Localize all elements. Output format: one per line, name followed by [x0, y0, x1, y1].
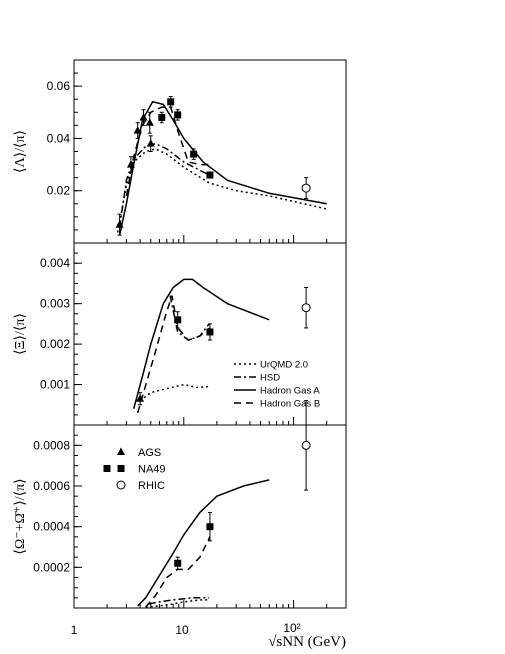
- legend-line-label: UrQMD 2.0: [260, 360, 308, 371]
- x-axis-label: √sNN (GeV): [268, 634, 346, 650]
- y-tick-label: 0.0002: [33, 560, 70, 574]
- point-ags: [115, 220, 124, 228]
- point-na49: [206, 523, 214, 531]
- y-axis-label: ⟨Ω⁻+Ω̄⁺⟩/⟨π⟩: [13, 478, 28, 554]
- panel-frame: [73, 59, 347, 244]
- y-tick-label: 0.06: [47, 79, 71, 93]
- point-na49: [206, 328, 214, 336]
- point-rhic: [301, 303, 311, 313]
- panel-3: 0.0002 0.0004 0.0006 0.0008 ⟨Ω⁻+Ω̄⁺⟩/⟨π⟩: [13, 400, 347, 609]
- curve-hadron-gas-a: [118, 100, 327, 236]
- legend-marker: [117, 465, 125, 472]
- y-tick-label: 0.0008: [33, 438, 70, 452]
- legend-line-label: Hadron Gas A: [260, 386, 320, 397]
- curve-hadron-gas-b: [125, 106, 210, 197]
- legend-line-label: HSD: [260, 373, 280, 384]
- point-na49: [174, 111, 182, 119]
- legend-markers: AGS NA49 RHIC: [103, 447, 166, 492]
- point-na49: [167, 98, 175, 106]
- point-na49: [206, 171, 214, 179]
- y-tick-label: 0.001: [40, 378, 70, 392]
- curve-hadron-gas-a: [137, 479, 270, 607]
- point-ags: [136, 394, 145, 402]
- curve-hsd: [148, 597, 210, 605]
- point-ags: [139, 113, 148, 121]
- point-na49: [158, 114, 166, 122]
- y-tick-label: 0.002: [40, 337, 70, 351]
- curve-urqmd-2-0: [116, 148, 327, 233]
- curve-hadron-gas-b: [136, 295, 211, 414]
- panels: 0.02 0.04 0.06 ⟨Λ⟩/⟨π⟩ 0.001 0.002 0.003 0.004 ⟨…: [13, 59, 347, 609]
- x-axis: 1 10 10² √sNN (GeV): [71, 621, 346, 650]
- curve-urqmd-2-0: [145, 599, 210, 608]
- y-tick-label: 0.0004: [33, 520, 70, 534]
- x-tick-100: 10²: [283, 621, 300, 635]
- panel-2: 0.001 0.002 0.003 0.004 ⟨Ξ⟩/⟨π⟩: [13, 242, 347, 426]
- legend-marker: [103, 465, 111, 472]
- y-axis-label: ⟨Ξ⟩/⟨π⟩: [13, 313, 28, 355]
- y-tick-label: 0.003: [40, 297, 70, 311]
- point-ags: [133, 126, 142, 134]
- point-rhic: [301, 183, 311, 193]
- y-tick-label: 0.0006: [33, 479, 70, 493]
- panel-1: 0.02 0.04 0.06 ⟨Λ⟩/⟨π⟩: [13, 59, 347, 244]
- curve-hadron-gas-a: [132, 278, 270, 409]
- y-axis-label: ⟨Λ⟩/⟨π⟩: [13, 130, 28, 173]
- legend-marker-label: RHIC: [138, 480, 165, 492]
- y-tick-label: 0.04: [47, 131, 71, 145]
- curve-hadron-gas-b: [145, 536, 211, 608]
- legend-line-label: Hadron Gas B: [260, 399, 320, 410]
- legend-lines: UrQMD 2.0 HSD Hadron Gas A Hadron Gas B: [234, 360, 320, 410]
- curve-urqmd-2-0: [139, 383, 210, 402]
- x-tick-10: 10: [175, 623, 189, 637]
- point-ags: [146, 139, 155, 147]
- point-ags: [145, 118, 154, 126]
- point-na49: [190, 150, 198, 158]
- legend-marker-label: NA49: [138, 464, 166, 476]
- legend-marker-label: AGS: [138, 447, 161, 459]
- y-tick-label: 0.004: [40, 256, 70, 270]
- point-na49: [174, 559, 182, 567]
- point-rhic: [301, 440, 311, 450]
- legend-marker: [117, 447, 125, 455]
- point-ags: [126, 160, 135, 168]
- point-na49: [174, 316, 182, 324]
- x-tick-1: 1: [71, 623, 78, 637]
- y-tick-label: 0.02: [47, 184, 71, 198]
- legend-marker: [116, 480, 126, 490]
